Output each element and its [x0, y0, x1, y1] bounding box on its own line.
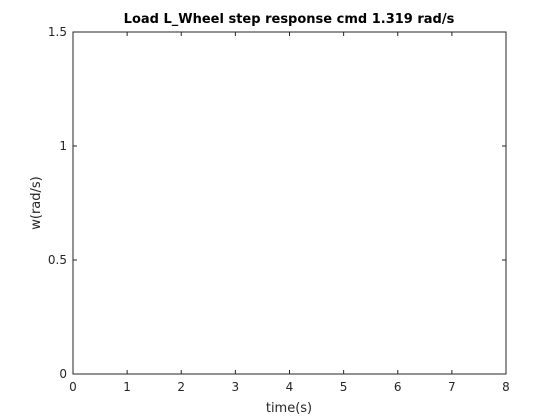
axes-frame: [73, 32, 506, 374]
x-tick-label: 1: [123, 380, 131, 394]
x-tick-label: 2: [177, 380, 185, 394]
x-tick-label: 4: [286, 380, 294, 394]
y-tick-label: 0.5: [48, 253, 67, 267]
x-tick-label: 8: [502, 380, 510, 394]
y-axis-label: w(rad/s): [29, 176, 44, 230]
x-tick-label: 3: [232, 380, 240, 394]
x-tick-label: 7: [448, 380, 456, 394]
x-tick-label: 6: [394, 380, 402, 394]
x-tick-label: 5: [340, 380, 348, 394]
chart-title: Load L_Wheel step response cmd 1.319 rad…: [124, 12, 455, 27]
y-tick-label: 1: [59, 139, 67, 153]
x-axis-label: time(s): [266, 401, 312, 416]
plot-area: 0 1 2 3 4 5 6 7 8 0 0.5 1 1.5: [48, 25, 510, 394]
y-tick-label: 1.5: [48, 25, 67, 39]
x-tick-label: 0: [69, 380, 77, 394]
y-tick-label: 0: [59, 367, 67, 381]
